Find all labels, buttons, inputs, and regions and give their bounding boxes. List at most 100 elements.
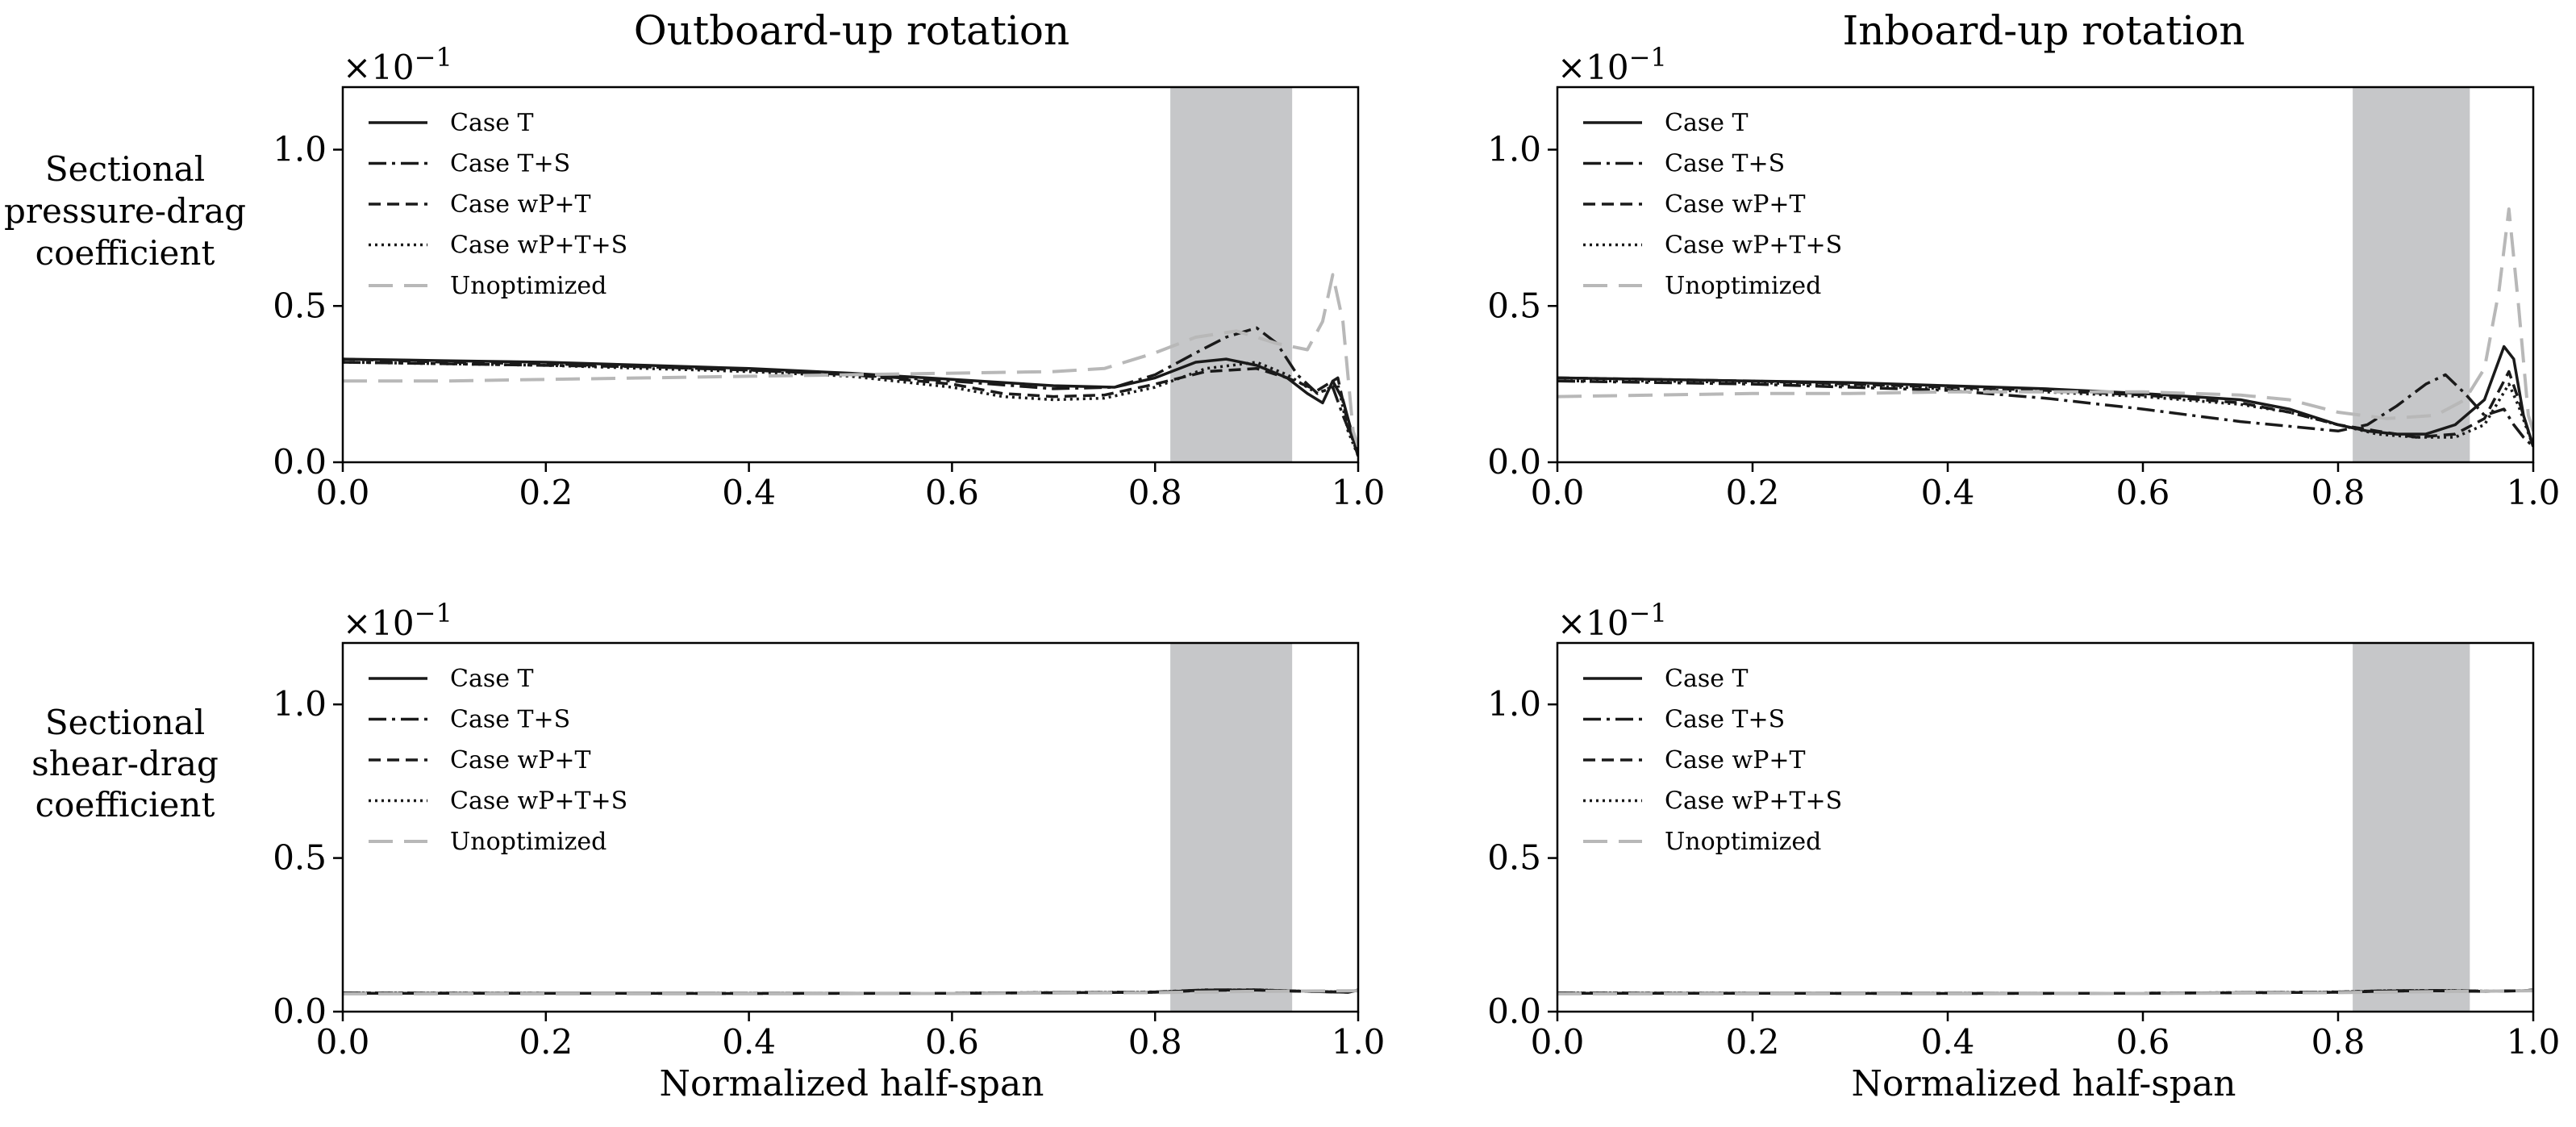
legend-label: Case wP+T <box>1665 190 1806 219</box>
x-tick-label: 0.0 <box>316 1022 370 1062</box>
x-tick-label: 0.4 <box>1921 1022 1975 1062</box>
x-tick-label: 0.0 <box>1531 473 1585 512</box>
series-line-case-wp-t <box>1557 369 2533 448</box>
x-tick-label: 0.0 <box>316 473 370 512</box>
x-tick-label: 1.0 <box>1332 1022 1386 1062</box>
legend-label: Case wP+T+S <box>450 787 627 816</box>
x-tick-label: 1.0 <box>1332 473 1386 512</box>
x-tick-label: 0.6 <box>2116 1022 2170 1062</box>
y-offset-exponent: −1 <box>415 42 452 73</box>
row-label-shear: Sectional shear-drag coefficient <box>31 703 219 824</box>
legend-label: Unoptimized <box>1665 272 1821 300</box>
legend-label: Case T <box>450 665 534 693</box>
row-label-pressure: Sectional pressure-drag coefficient <box>4 149 246 273</box>
legend-label: Case wP+T+S <box>1665 787 1842 816</box>
y-tick-label: 0.0 <box>1487 991 1541 1031</box>
legend: Case T Case T+S Case wP+T Case wP+T+S Unopti… <box>1583 109 1842 300</box>
plot-area <box>1557 988 2533 996</box>
y-offset-label: ×10−1 <box>343 598 452 643</box>
x-tick-label: 0.4 <box>1921 473 1975 512</box>
x-tick-label: 0.8 <box>2311 473 2366 512</box>
series-line-unoptimized <box>343 273 1358 448</box>
x-tick-label: 0.8 <box>1128 1022 1182 1062</box>
y-tick-label: 0.0 <box>1487 442 1541 482</box>
axes-frame <box>1556 86 2535 464</box>
row-label-shear-line1: Sectional <box>45 703 205 742</box>
row-label-pressure-line1: Sectional <box>45 149 205 189</box>
y-tick-label: 0.0 <box>273 991 327 1031</box>
y-tick-label: 1.0 <box>1487 684 1541 724</box>
legend-label: Case T+S <box>450 150 570 178</box>
legend-label: Unoptimized <box>1665 828 1821 856</box>
shaded-region <box>2353 87 2470 462</box>
x-tick-label: 0.0 <box>1531 1022 1585 1062</box>
y-tick-label: 0.5 <box>273 286 327 325</box>
legend-label: Case wP+T <box>1665 746 1806 774</box>
shaded-region <box>1170 87 1293 462</box>
legend-label: Unoptimized <box>450 828 606 856</box>
y-tick-label: 1.0 <box>273 130 327 169</box>
legend-label: Case wP+T <box>450 190 591 219</box>
col-title-outboard: Outboard-up rotation <box>634 7 1069 54</box>
plot-area <box>343 273 1358 457</box>
x-tick-label: 0.2 <box>1726 1022 1780 1062</box>
y-offset-label: ×10−1 <box>1557 598 1667 643</box>
x-tick-label: 0.4 <box>722 1022 776 1062</box>
y-tick-label: 1.0 <box>273 684 327 724</box>
legend-label: Case T <box>1665 109 1749 137</box>
legend: Case T Case T+S Case wP+T Case wP+T+S Unopti… <box>369 109 627 300</box>
y-tick-label: 1.0 <box>1487 130 1541 169</box>
legend-label: Unoptimized <box>450 272 606 300</box>
x-tick-label: 0.2 <box>1726 473 1780 512</box>
y-tick-label: 0.0 <box>273 442 327 482</box>
y-tick-label: 0.5 <box>1487 838 1541 878</box>
legend: Case T Case T+S Case wP+T Case wP+T+S Unopti… <box>1583 665 1842 856</box>
shaded-region <box>1170 643 1293 1012</box>
x-tick-label: 0.2 <box>519 1022 573 1062</box>
legend: Case T Case T+S Case wP+T Case wP+T+S Unopti… <box>369 665 627 856</box>
row-label-shear-line3: coefficient <box>35 785 215 824</box>
y-offset-exponent: −1 <box>1629 42 1667 73</box>
series-line-case-t <box>343 357 1358 457</box>
shaded-region <box>2353 643 2470 1012</box>
y-tick-label: 0.5 <box>1487 286 1541 325</box>
legend-label: Case T+S <box>450 706 570 734</box>
x-tick-label: 0.2 <box>519 473 573 512</box>
series-line-unoptimized <box>343 989 1358 996</box>
legend-label: Case T+S <box>1665 706 1785 734</box>
x-tick-label: 1.0 <box>2507 1022 2561 1062</box>
y-offset-label: ×10−1 <box>343 42 452 87</box>
series-line-case-wp-t <box>343 357 1358 457</box>
series-line-case-wp-t-s <box>1557 379 2533 448</box>
x-tick-label: 0.6 <box>925 1022 979 1062</box>
x-tick-label: 0.4 <box>722 473 776 512</box>
xlabel-right: Normalized half-span <box>1851 1063 2236 1104</box>
x-tick-label: 0.8 <box>1128 473 1182 512</box>
y-offset-exponent: −1 <box>415 598 452 628</box>
axes-frame <box>1556 641 2535 1013</box>
row-label-pressure-line2: pressure-drag <box>4 191 246 231</box>
legend-label: Case wP+T+S <box>450 232 627 260</box>
axes-frame <box>341 86 1360 464</box>
x-tick-label: 0.6 <box>2116 473 2170 512</box>
legend-label: Case T <box>450 109 534 137</box>
row-label-shear-line2: shear-drag <box>31 744 219 783</box>
y-tick-label: 0.5 <box>273 838 327 878</box>
x-tick-label: 0.8 <box>2311 1022 2366 1062</box>
y-offset-exponent: −1 <box>1629 598 1667 628</box>
row-label-pressure-line3: coefficient <box>35 233 215 273</box>
xlabel-left: Normalized half-span <box>659 1063 1044 1104</box>
x-tick-label: 0.6 <box>925 473 979 512</box>
plot-area <box>343 988 1358 996</box>
col-title-inboard: Inboard-up rotation <box>1842 7 2245 54</box>
plot-area <box>1557 207 2533 448</box>
legend-label: Case wP+T+S <box>1665 232 1842 260</box>
series-line-unoptimized <box>1557 207 2533 432</box>
legend-label: Case wP+T <box>450 746 591 774</box>
y-offset-label: ×10−1 <box>1557 42 1667 87</box>
